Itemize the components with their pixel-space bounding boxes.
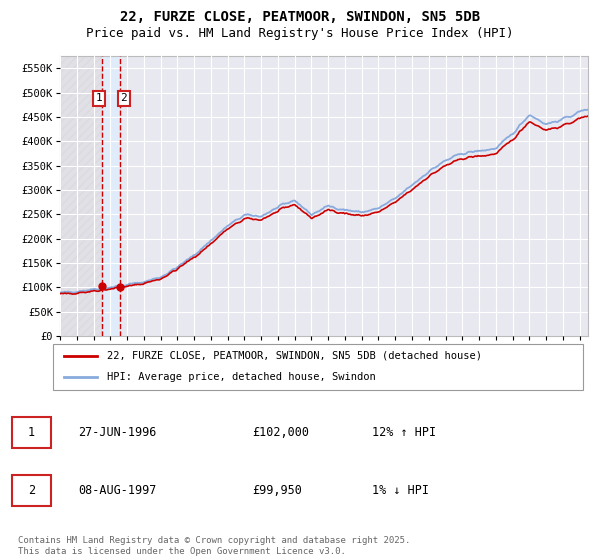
Bar xyxy=(60,56,102,336)
FancyBboxPatch shape xyxy=(12,417,51,448)
Text: Price paid vs. HM Land Registry's House Price Index (HPI): Price paid vs. HM Land Registry's House … xyxy=(86,27,514,40)
Text: £99,950: £99,950 xyxy=(252,484,302,497)
Bar xyxy=(102,56,121,336)
Text: 2: 2 xyxy=(28,484,35,497)
Text: 22, FURZE CLOSE, PEATMOOR, SWINDON, SN5 5DB: 22, FURZE CLOSE, PEATMOOR, SWINDON, SN5 … xyxy=(120,10,480,24)
Text: 1: 1 xyxy=(96,94,103,104)
FancyBboxPatch shape xyxy=(53,344,583,390)
FancyBboxPatch shape xyxy=(12,475,51,506)
Text: 1: 1 xyxy=(28,426,35,439)
Text: Contains HM Land Registry data © Crown copyright and database right 2025.
This d: Contains HM Land Registry data © Crown c… xyxy=(18,536,410,556)
Text: 22, FURZE CLOSE, PEATMOOR, SWINDON, SN5 5DB (detached house): 22, FURZE CLOSE, PEATMOOR, SWINDON, SN5 … xyxy=(107,351,482,361)
Text: 1% ↓ HPI: 1% ↓ HPI xyxy=(372,484,429,497)
Text: £102,000: £102,000 xyxy=(252,426,309,439)
Text: HPI: Average price, detached house, Swindon: HPI: Average price, detached house, Swin… xyxy=(107,372,376,382)
Text: 08-AUG-1997: 08-AUG-1997 xyxy=(78,484,157,497)
Text: 27-JUN-1996: 27-JUN-1996 xyxy=(78,426,157,439)
Text: 2: 2 xyxy=(121,94,127,104)
Text: 12% ↑ HPI: 12% ↑ HPI xyxy=(372,426,436,439)
